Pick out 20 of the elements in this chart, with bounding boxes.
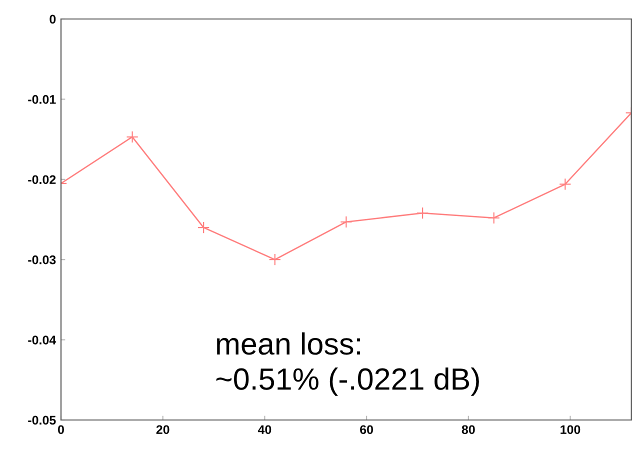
x-tick-label: 80 bbox=[462, 425, 475, 434]
y-tick-label: 0 bbox=[50, 14, 56, 24]
x-tick-label: 40 bbox=[258, 425, 272, 434]
x-tick-label: 60 bbox=[360, 425, 373, 434]
point bbox=[559, 178, 572, 190]
x-tick-label: 0 bbox=[58, 425, 64, 434]
y-tick-label: -0.05 bbox=[28, 416, 56, 425]
annotation: mean loss: ~0.51% (-.0221 dB) bbox=[216, 332, 479, 396]
point bbox=[416, 206, 429, 220]
point bbox=[197, 221, 210, 234]
y-tick-label: -0.02 bbox=[28, 175, 56, 184]
y-tick-label: -0.01 bbox=[28, 95, 56, 104]
x-tick-label: 100 bbox=[560, 425, 580, 434]
x-tick-label: 20 bbox=[156, 425, 170, 434]
point bbox=[126, 130, 138, 144]
point bbox=[488, 212, 500, 224]
point bbox=[340, 216, 352, 228]
y-tick-label: -0.04 bbox=[28, 336, 56, 344]
point bbox=[268, 253, 281, 266]
y-tick-label: -0.03 bbox=[28, 255, 56, 264]
